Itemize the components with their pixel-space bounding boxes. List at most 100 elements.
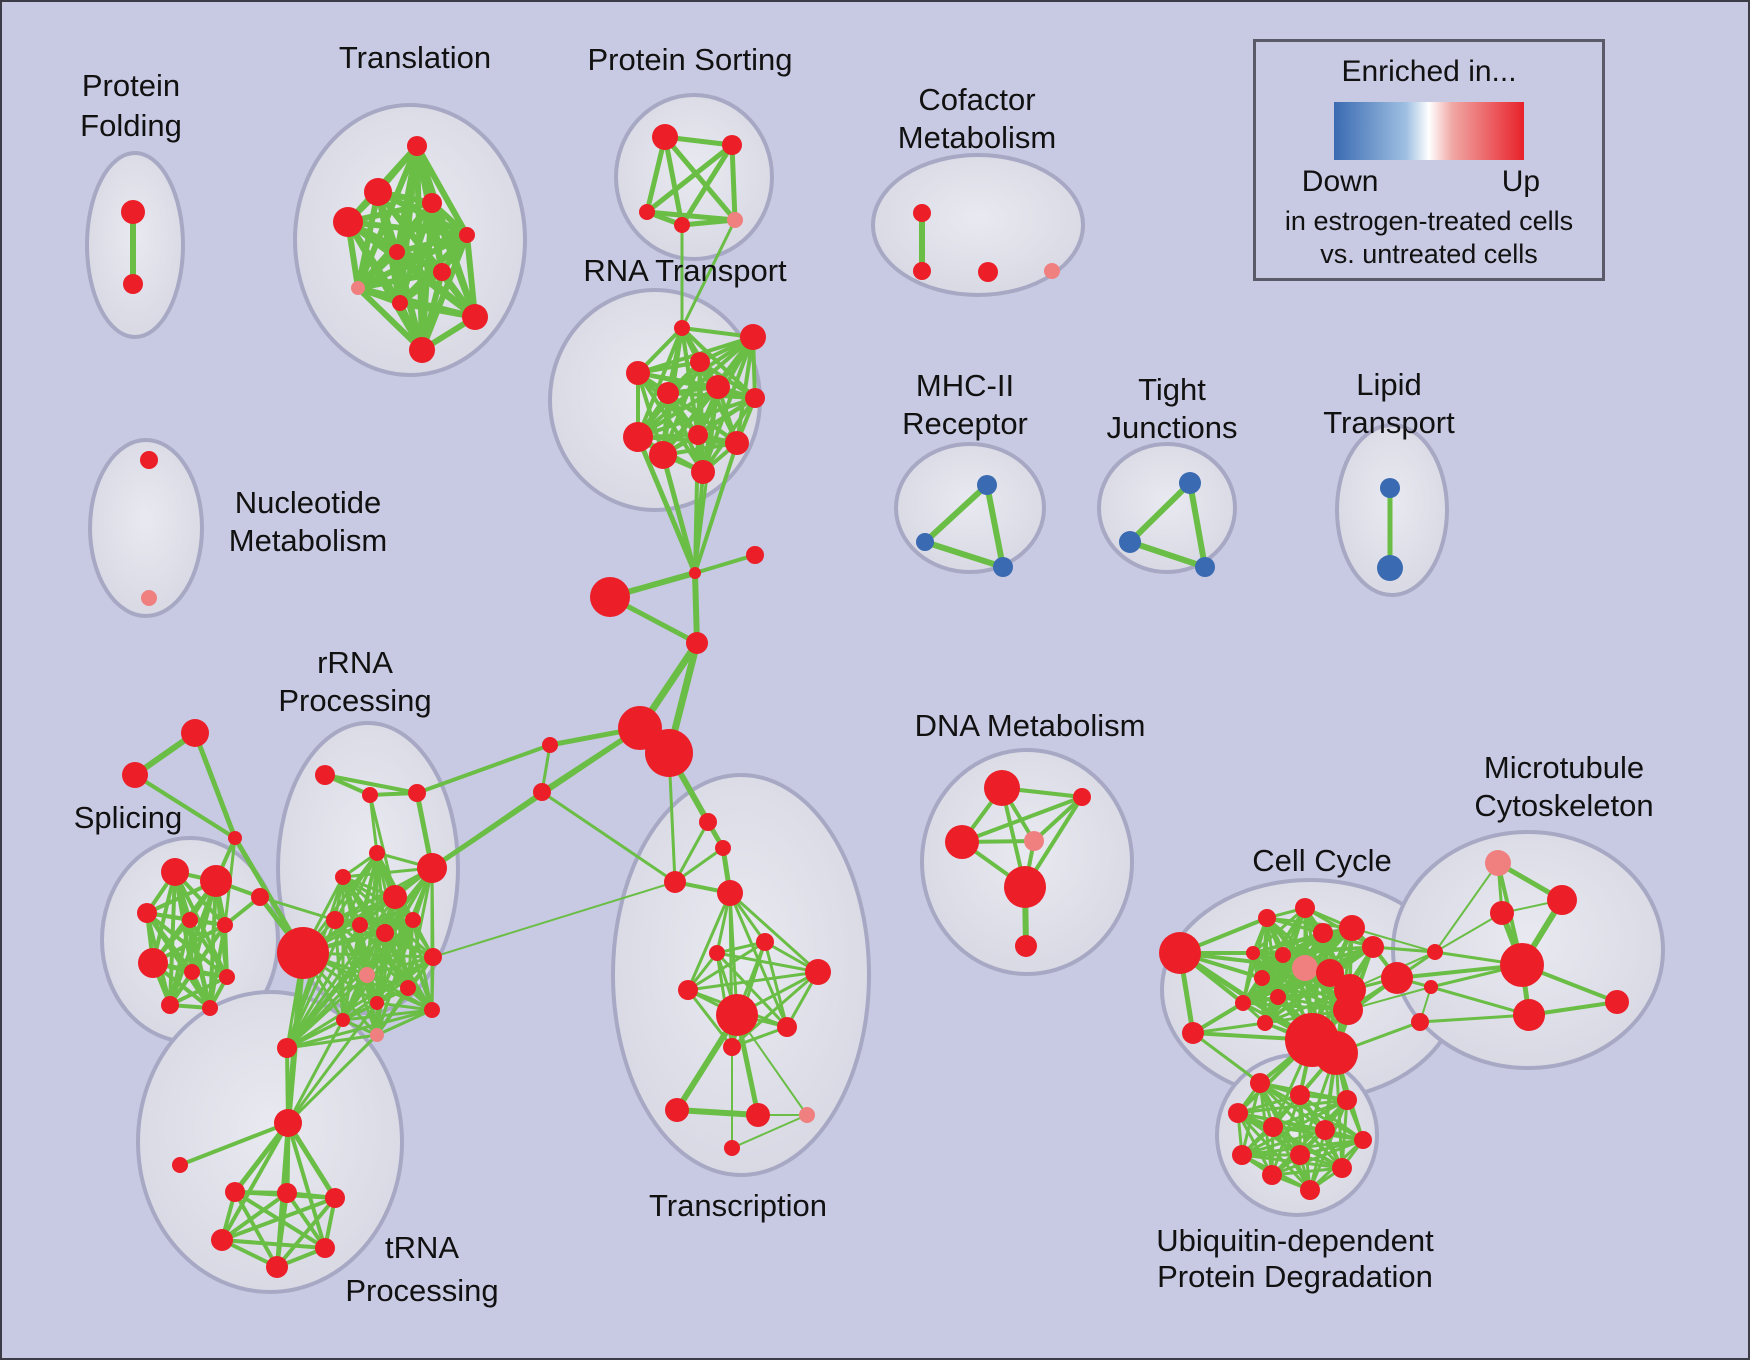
cell-cycle-node-k10 <box>1254 970 1270 986</box>
transcription-node-q12 <box>746 1103 770 1127</box>
ubiquitin-degradation-node-u0 <box>1250 1073 1270 1093</box>
edge-u5-u7 <box>1241 1128 1326 1157</box>
protein-folding-label: Folding <box>80 108 182 143</box>
transcription-node-q2 <box>664 871 686 893</box>
edge-k6-k13 <box>1242 931 1324 1005</box>
edge-k1-u0 <box>1192 1031 1261 1085</box>
rrna-processing-node-r10 <box>405 912 421 928</box>
legend-down-label: Down <box>1301 165 1379 198</box>
splicing-node-sp0 <box>161 858 189 886</box>
edge-rt4-rt9 <box>666 391 739 445</box>
edge-q3-q6 <box>728 891 820 974</box>
central-spine-node-x0 <box>181 719 209 747</box>
trna-processing-node-n4 <box>325 1188 345 1208</box>
cell-cycle-node-k11 <box>1316 959 1344 987</box>
cell-cycle-node-k2 <box>1258 909 1276 927</box>
edge-jc-j1 <box>692 572 700 644</box>
splicing-node-sp7 <box>219 969 235 985</box>
rna-transport-node-rt11 <box>691 460 715 484</box>
edge-rt3-rt10 <box>636 372 665 456</box>
edge-b0-b2 <box>984 484 1006 568</box>
central-spine-node-jc <box>689 567 701 579</box>
trna-processing-label: tRNA <box>385 1230 459 1265</box>
edge-nhub-n4 <box>285 1121 338 1200</box>
tight-junctions-node-tj2 <box>1195 557 1215 577</box>
dna-metabolism-label: DNA Metabolism <box>915 708 1146 743</box>
ubiquitin-degradation-node-u6 <box>1354 1131 1372 1149</box>
transcription-node-q9 <box>777 1017 797 1037</box>
cell-cycle-node-k7 <box>1246 946 1260 960</box>
edge-r10-r16 <box>341 919 415 1021</box>
central-spine-node-s2 <box>533 783 551 801</box>
microtubule-cytoskeleton-node-m5 <box>1500 943 1544 987</box>
rna-transport-node-rt3 <box>626 361 650 385</box>
legend-subtitle-line1: in estrogen-treated cells <box>1284 206 1574 236</box>
edge-q11-q12 <box>676 1107 759 1118</box>
tight-junctions-node-tj0 <box>1179 472 1201 494</box>
ubiquitin-degradation-node-u5 <box>1315 1120 1335 1140</box>
nucleotide-metabolism-label: Nucleotide <box>235 485 381 520</box>
edge-x1-x2 <box>133 773 237 840</box>
edge-nhub-n2 <box>233 1121 290 1194</box>
edge-d1-d2 <box>961 795 1083 844</box>
edge-k3-k5 <box>1304 906 1374 949</box>
microtubule-cytoskeleton-node-m8 <box>1411 1013 1429 1031</box>
rna-transport-node-rt1 <box>740 324 766 350</box>
edge-r0-r2 <box>324 773 418 795</box>
cell-cycle-node-k19 <box>1381 962 1413 994</box>
edge-r12-r16 <box>341 974 369 1021</box>
transcription-node-q8 <box>716 994 758 1036</box>
translation-node-t5 <box>389 244 405 260</box>
edge-t5-t7 <box>355 249 400 291</box>
rna-transport-node-rt0 <box>674 320 690 336</box>
edge-r6-r15 <box>393 896 434 1011</box>
splicing-node-sp1 <box>200 865 232 897</box>
rrna-processing-node-r14 <box>370 996 384 1010</box>
microtubule-cytoskeleton-label: Microtubule <box>1484 750 1644 785</box>
rrna-processing-node-r5 <box>417 853 447 883</box>
edge-t3-t4 <box>347 219 468 238</box>
central-spine-node-s1 <box>542 737 558 753</box>
edge-r11-q2 <box>432 881 676 958</box>
edge-k3-k7 <box>1252 906 1306 955</box>
nucleotide-metabolism-node-nm1 <box>141 590 157 606</box>
edge-r12-r18 <box>285 973 369 1050</box>
cofactor-metabolism-label: Metabolism <box>898 120 1057 155</box>
rrna-processing-node-r12 <box>359 967 375 983</box>
edge-nhub-n1 <box>179 1121 289 1167</box>
trna-processing-node-n2 <box>225 1182 245 1202</box>
edge-q5-q9 <box>763 941 789 1028</box>
central-spine-node-j1 <box>686 632 708 654</box>
splicing-node-sp4 <box>217 917 233 933</box>
edge-p0-p3 <box>662 136 685 226</box>
rrna-processing-node-rhub <box>277 927 329 979</box>
rrna-processing-node-r17 <box>370 1028 384 1042</box>
legend-subtitle-line2: vs. untreated cells <box>1320 239 1538 269</box>
edge-rt0-rt7 <box>636 327 684 438</box>
ubiquitin-degradation-label: Protein Degradation <box>1157 1259 1433 1294</box>
edge-rt8-jc <box>693 434 700 574</box>
edge-tj1-tj2 <box>1129 539 1206 570</box>
ubiquitin-degradation-node-u4 <box>1263 1117 1283 1137</box>
edge-n4-n7 <box>275 1196 337 1269</box>
edge-u9-u10 <box>1271 1166 1343 1177</box>
mhc-ii-receptor-node-b0 <box>977 475 997 495</box>
rrna-processing-node-r7 <box>326 911 344 929</box>
edge-p2-p4 <box>646 209 736 223</box>
lipid-transport-label: Lipid <box>1356 367 1422 402</box>
cell-cycle-label: Cell Cycle <box>1252 843 1392 878</box>
edge-n3-n5 <box>220 1191 289 1242</box>
protein-folding-node-pf0 <box>121 200 145 224</box>
rrna-processing-node-r18 <box>277 1038 297 1058</box>
rrna-processing-node-r3 <box>369 845 385 861</box>
edge-rt3-rt11 <box>636 371 705 474</box>
transcription-node-q7 <box>678 980 698 1000</box>
edge-sp7-sp8 <box>169 975 228 1007</box>
central-spine-node-cn <box>251 888 269 906</box>
rrna-processing-label: Processing <box>278 683 431 718</box>
edge-q6-q10 <box>731 970 819 1049</box>
rrna-processing-node-r1 <box>362 787 378 803</box>
microtubule-cytoskeleton-node-m3 <box>1427 944 1443 960</box>
edge-rt10-jc <box>660 454 698 574</box>
rna-transport-label: RNA Transport <box>583 253 787 288</box>
